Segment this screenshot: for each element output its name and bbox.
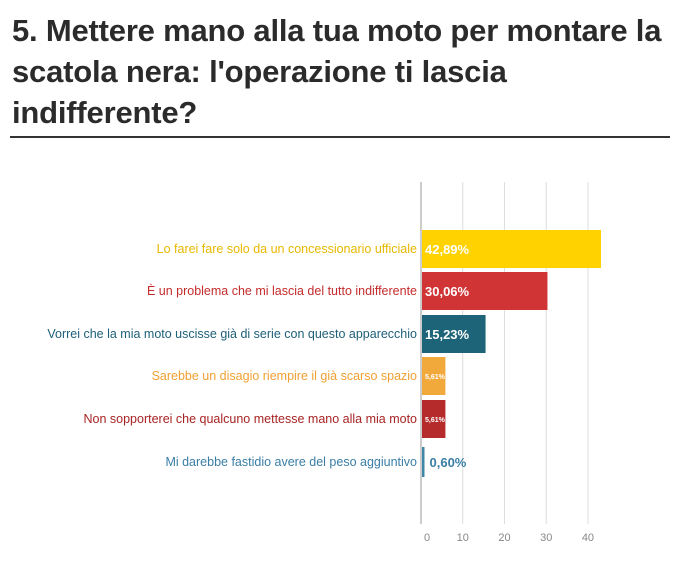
category-label: Sarebbe un disagio riempire il già scars… — [152, 369, 417, 383]
bar — [422, 357, 446, 395]
bar — [422, 400, 446, 438]
x-tick-label: 30 — [540, 532, 552, 544]
value-label: 5,61% — [425, 417, 446, 424]
category-label: Mi darebbe fastidio avere del peso aggiu… — [165, 455, 417, 469]
x-tick-label: 40 — [582, 532, 594, 544]
title-block: 5. Mettere mano alla tua moto per montar… — [12, 10, 670, 133]
title-divider — [10, 136, 670, 138]
x-tick-label: 10 — [457, 532, 469, 544]
x-tick-label: 0 — [424, 532, 430, 544]
category-label: Lo farei fare solo da un concessionario … — [157, 242, 417, 256]
bar — [422, 272, 548, 310]
page-title: 5. Mettere mano alla tua moto per montar… — [12, 13, 662, 130]
category-label: Non sopporterei che qualcuno mettesse ma… — [83, 412, 417, 426]
bar — [422, 447, 425, 477]
value-label: 15,23% — [425, 327, 470, 342]
value-label: 30,06% — [425, 284, 470, 299]
value-label: 42,89% — [425, 242, 470, 257]
value-label: 0,60% — [430, 455, 467, 470]
value-label: 5,61% — [425, 374, 446, 381]
bar — [422, 315, 486, 353]
bar — [422, 230, 601, 268]
x-tick-label: 20 — [498, 532, 510, 544]
category-label: Vorrei che la mia moto uscisse già di se… — [47, 327, 417, 341]
category-label: È un problema che mi lascia del tutto in… — [147, 283, 417, 298]
